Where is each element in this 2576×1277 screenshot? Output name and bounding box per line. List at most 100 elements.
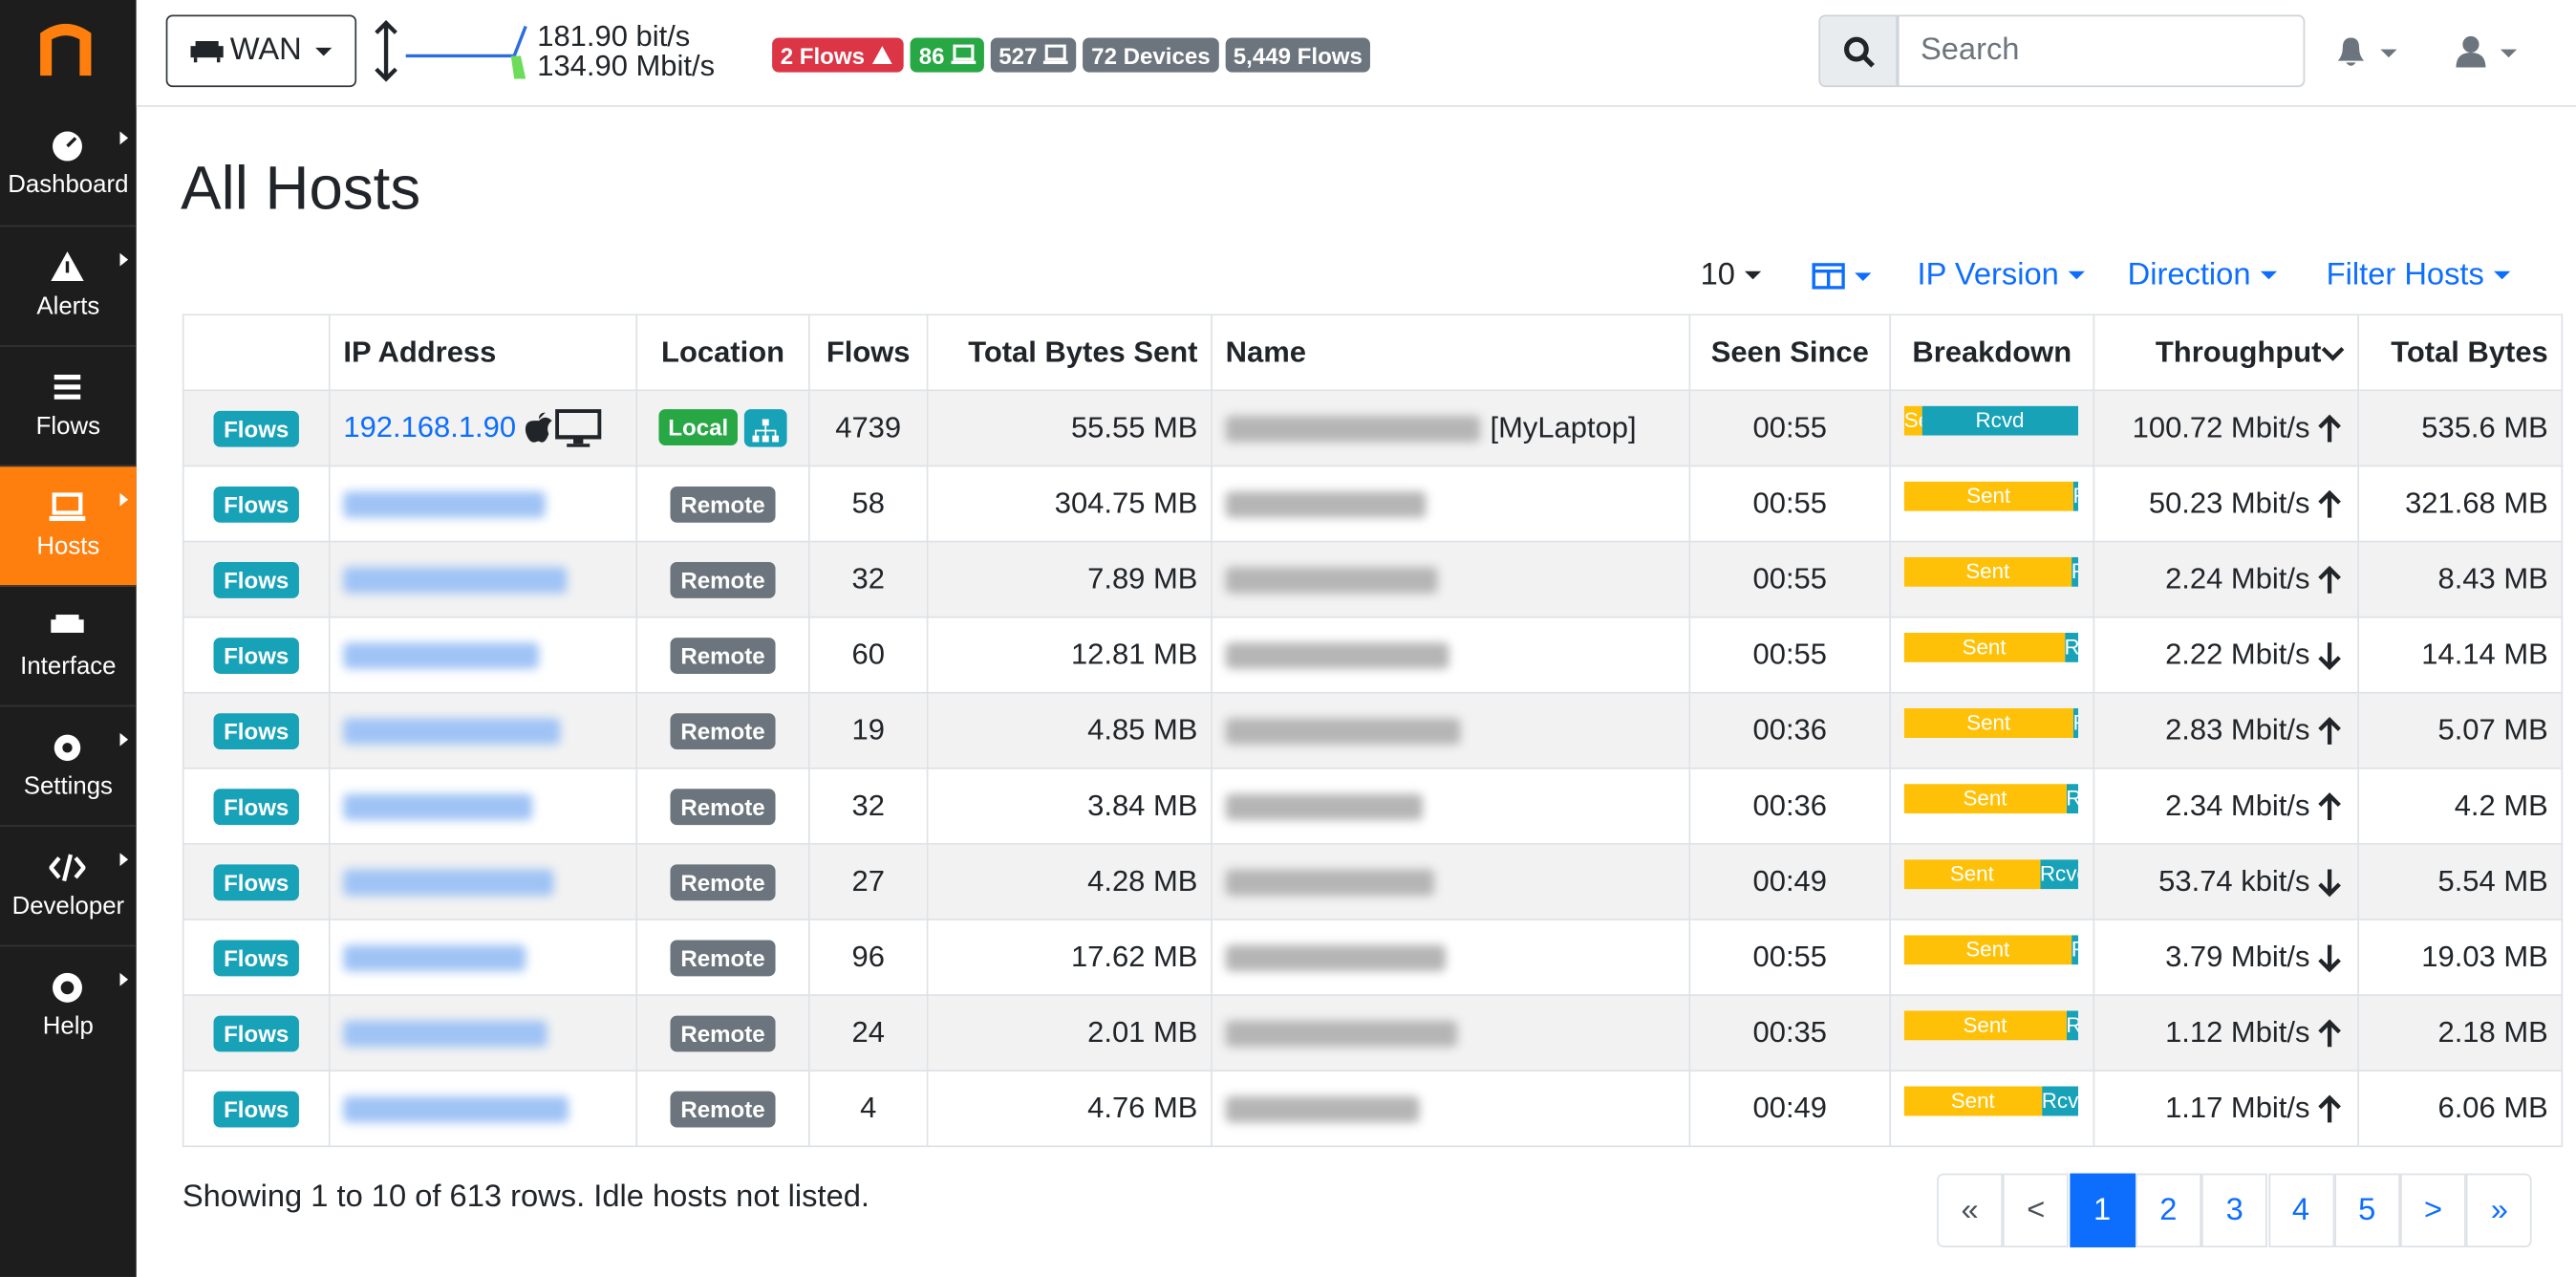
filter-dropdown[interactable]: Filter Hosts	[2327, 258, 2511, 294]
ip-cell	[328, 691, 638, 769]
rcvd-segment: Rcvd	[2066, 1009, 2079, 1040]
ip-blurred[interactable]	[343, 869, 554, 897]
breakdown-bar: SentRcvd	[1903, 707, 2079, 738]
sidebar-item[interactable]: Developer	[0, 825, 137, 946]
icon-part	[526, 411, 552, 442]
ip-blurred[interactable]	[343, 1021, 547, 1048]
seen-since-cell: 00:55	[1688, 919, 1892, 996]
ip-blurred[interactable]	[343, 491, 546, 519]
flows-button[interactable]: Flows	[213, 637, 299, 674]
caret	[2069, 271, 2086, 281]
flows-button[interactable]: Flows	[213, 863, 299, 900]
flows-button[interactable]: Flows	[213, 1014, 299, 1051]
rcvd-segment: Rcvd	[2072, 480, 2079, 510]
page-button[interactable]: 1	[2069, 1173, 2136, 1248]
page-button[interactable]: 2	[2136, 1173, 2201, 1248]
flows-cell: 96	[807, 919, 929, 996]
flows-button[interactable]: Flows	[213, 1090, 299, 1127]
caret	[1745, 271, 1762, 281]
column-header[interactable]: Seen Since	[1688, 314, 1892, 392]
sidebar-item[interactable]: Settings	[0, 704, 137, 827]
column-header[interactable]: Location	[635, 314, 810, 392]
page-button[interactable]: «	[1937, 1173, 2003, 1248]
column-header[interactable]: Total Bytes Sent	[926, 314, 1213, 392]
column-title: Throughput	[2155, 335, 2322, 369]
search-button[interactable]	[1818, 14, 1898, 88]
search-input[interactable]: Search	[1897, 14, 2306, 88]
page-button[interactable]: 4	[2267, 1173, 2334, 1248]
cell: Flows	[182, 691, 331, 769]
notifications[interactable]	[2334, 36, 2400, 69]
sidebar-item[interactable]: Alerts	[0, 225, 137, 347]
ip-link[interactable]: 192.168.1.90	[343, 409, 517, 443]
status-badge[interactable]: 72 Devices	[1083, 37, 1219, 73]
page-button[interactable]: >	[2400, 1173, 2466, 1248]
ip-blurred[interactable]	[343, 718, 561, 746]
flows-button[interactable]: Flows	[213, 486, 299, 522]
name-blurred	[1225, 416, 1481, 443]
sidebar-item[interactable]: Hosts	[0, 465, 137, 587]
flows-button[interactable]: Flows	[213, 561, 299, 597]
icon	[2318, 414, 2341, 443]
icon	[2321, 347, 2345, 362]
status-badge[interactable]: 527	[990, 37, 1077, 73]
column-header[interactable]: Name	[1211, 314, 1691, 392]
ip-cell: 192.168.1.90	[328, 389, 638, 467]
ip-cell	[328, 616, 638, 694]
ip-blurred[interactable]	[343, 793, 533, 821]
top-bar: WAN 181.90 bit/s 134.90 Mbit/s 2 Flows 86…	[136, 0, 2576, 107]
ip-blurred[interactable]	[343, 945, 526, 972]
location-badge: Remote	[671, 712, 775, 749]
filter-dropdown[interactable]: IP Version	[1918, 258, 2086, 294]
flows-button[interactable]: Flows	[213, 409, 299, 446]
column-header[interactable]: Flows	[807, 314, 929, 392]
flows-button[interactable]: Flows	[213, 788, 299, 825]
columns-toggle[interactable]	[1812, 263, 1872, 299]
icon-part	[2318, 642, 2341, 671]
status-badge[interactable]: 2 Flows	[772, 37, 905, 73]
interface-select[interactable]: WAN	[165, 14, 357, 88]
status-badge[interactable]: 86	[911, 37, 984, 73]
host-row: Flows Remote 194.85 MB 00:36 SentRcvd 2.83 Mb…	[182, 691, 2564, 769]
flows-button[interactable]: Flows	[213, 712, 299, 749]
icon	[2318, 1094, 2341, 1123]
page-button[interactable]: 3	[2201, 1173, 2268, 1248]
flows-button[interactable]: Flows	[213, 939, 299, 976]
page-button[interactable]: »	[2466, 1173, 2533, 1248]
icon-part	[62, 743, 73, 753]
breakdown-bar: SentRcvd	[1903, 480, 2079, 510]
per-page[interactable]: 10	[1701, 258, 1762, 294]
bytes-sent-cell: 4.76 MB	[926, 1070, 1213, 1148]
name-blurred	[1225, 567, 1438, 595]
ip-blurred[interactable]	[343, 567, 568, 595]
ip-blurred[interactable]	[343, 1096, 569, 1123]
column-header[interactable]: Total Bytes	[2357, 314, 2564, 392]
column-header[interactable]: Breakdown	[1889, 314, 2095, 392]
sent-segment: Sent	[1903, 1085, 2042, 1115]
flows-cell: 19	[807, 691, 929, 769]
sidebar-item[interactable]: Help	[0, 944, 137, 1067]
ip-cell	[328, 994, 638, 1072]
sidebar-item[interactable]: Interface	[0, 585, 137, 706]
filter-label: IP Version	[1917, 257, 2059, 293]
page-title: All Hosts	[181, 154, 421, 223]
sent-segment: Sent	[1903, 858, 2040, 889]
column-header[interactable]: IP Address	[328, 314, 638, 392]
ip-blurred[interactable]	[343, 642, 539, 670]
throughput-value: 50.23 Mbit/s	[2148, 486, 2310, 520]
sidebar-item[interactable]: Flows	[0, 345, 137, 466]
icon	[53, 131, 82, 162]
name-blurred	[1225, 945, 1447, 972]
sidebar-item[interactable]: Dashboard	[0, 105, 137, 226]
page-button[interactable]: 5	[2333, 1173, 2400, 1248]
user-menu[interactable]	[2456, 34, 2522, 71]
icon	[1844, 36, 1875, 68]
traffic: 181.90 bit/s 134.90 Mbit/s	[537, 21, 715, 80]
page-button[interactable]: <	[2003, 1173, 2070, 1248]
filter-dropdown[interactable]: Direction	[2127, 257, 2278, 294]
badge-text: 72 Devices	[1091, 41, 1211, 69]
filter-label: Direction	[2127, 257, 2251, 293]
status-badge[interactable]: 5,449 Flows	[1225, 37, 1371, 73]
column-header[interactable]: Throughput	[2093, 314, 2360, 392]
